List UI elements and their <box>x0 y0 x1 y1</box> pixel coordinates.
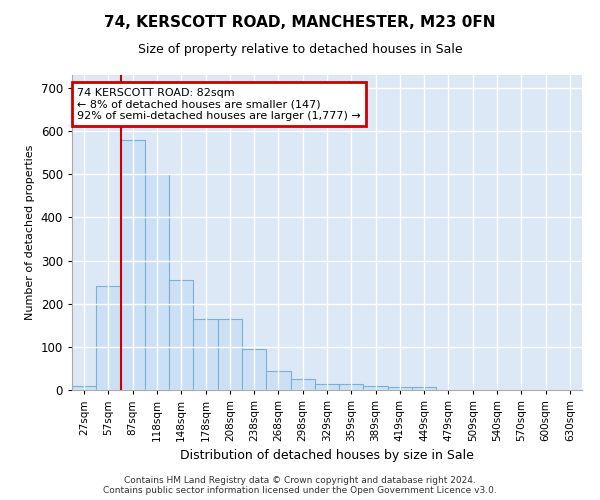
Bar <box>412 386 436 390</box>
Text: Size of property relative to detached houses in Sale: Size of property relative to detached ho… <box>137 42 463 56</box>
Text: Contains HM Land Registry data © Crown copyright and database right 2024.
Contai: Contains HM Land Registry data © Crown c… <box>103 476 497 495</box>
Bar <box>169 280 193 390</box>
Bar <box>218 319 242 390</box>
Bar <box>339 384 364 390</box>
Y-axis label: Number of detached properties: Number of detached properties <box>25 145 35 320</box>
Bar <box>96 286 121 390</box>
Bar <box>193 319 218 390</box>
Bar <box>72 386 96 390</box>
Bar <box>242 349 266 390</box>
Bar <box>388 386 412 390</box>
Bar <box>121 140 145 390</box>
Bar <box>315 384 339 390</box>
X-axis label: Distribution of detached houses by size in Sale: Distribution of detached houses by size … <box>180 450 474 462</box>
Bar <box>364 386 388 390</box>
Bar <box>266 372 290 390</box>
Bar <box>290 379 315 390</box>
Text: 74 KERSCOTT ROAD: 82sqm
← 8% of detached houses are smaller (147)
92% of semi-de: 74 KERSCOTT ROAD: 82sqm ← 8% of detached… <box>77 88 361 121</box>
Text: 74, KERSCOTT ROAD, MANCHESTER, M23 0FN: 74, KERSCOTT ROAD, MANCHESTER, M23 0FN <box>104 15 496 30</box>
Bar <box>145 174 169 390</box>
